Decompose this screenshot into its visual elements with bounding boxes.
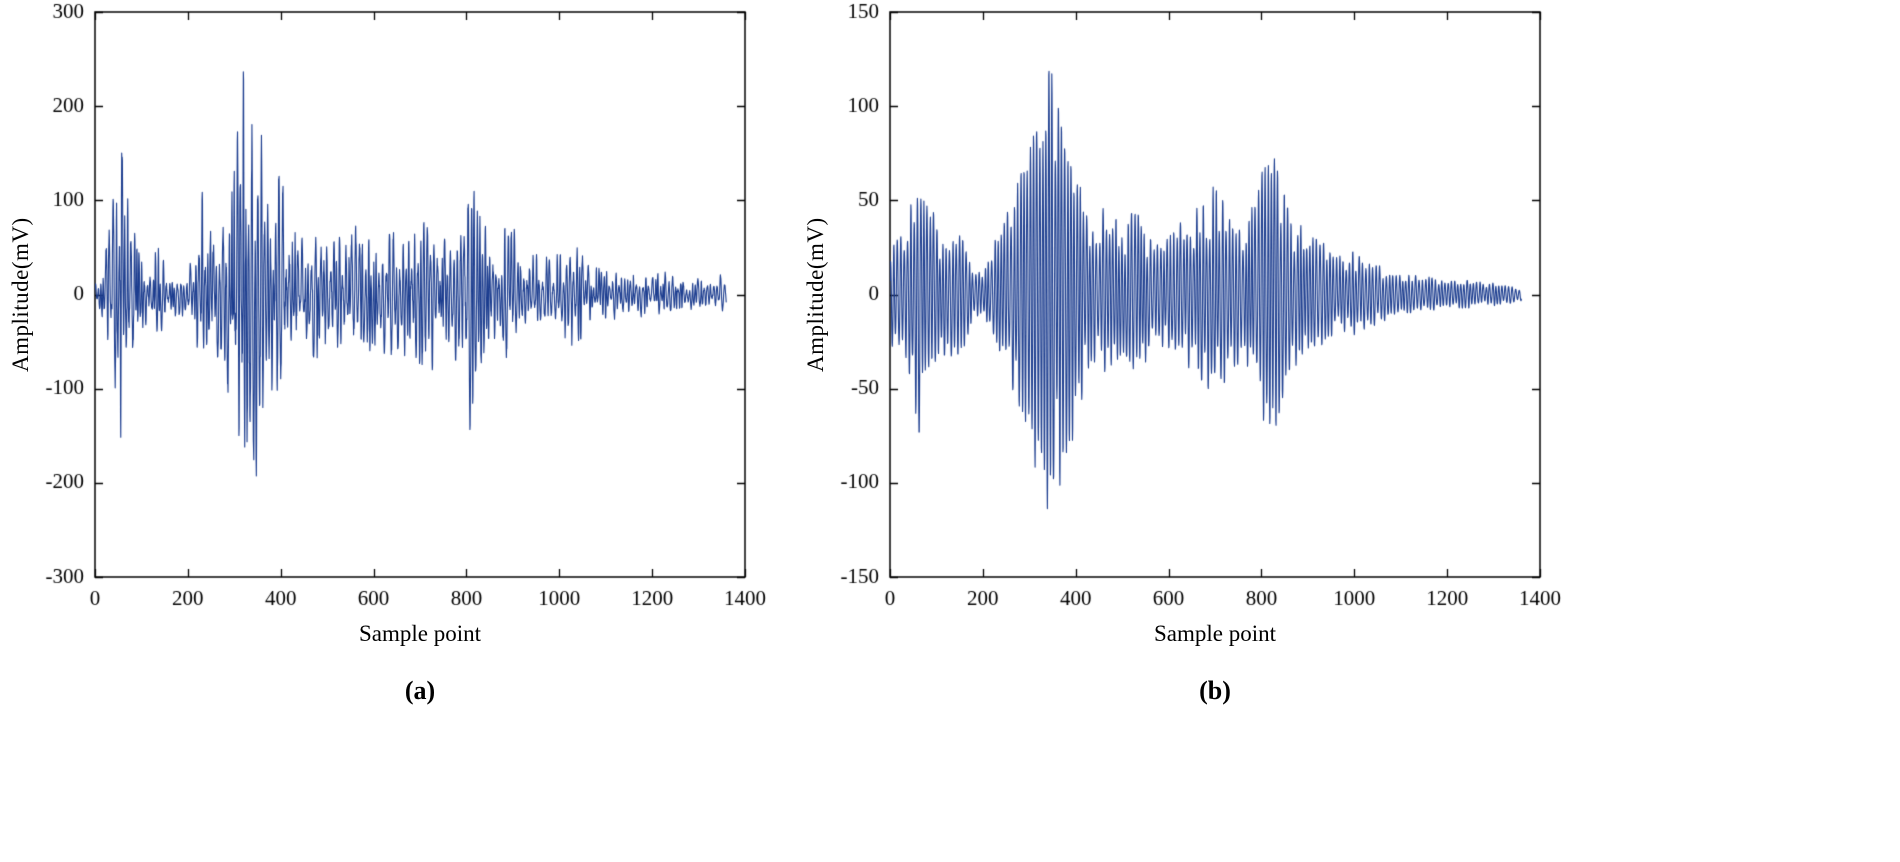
waveform-chart-a	[0, 0, 800, 620]
waveform-chart-b	[795, 0, 1595, 620]
subplot-caption-b: (b)	[1199, 676, 1231, 705]
x-axis-label-b: Sample point	[1153, 621, 1277, 646]
subplot-a: Amplitude(mV) Sample point (a)	[0, 0, 800, 862]
subplot-caption-a: (a)	[404, 676, 436, 705]
subplot-b: Amplitude(mV) Sample point (b)	[795, 0, 1595, 862]
x-axis-label-a: Sample point	[358, 621, 482, 646]
